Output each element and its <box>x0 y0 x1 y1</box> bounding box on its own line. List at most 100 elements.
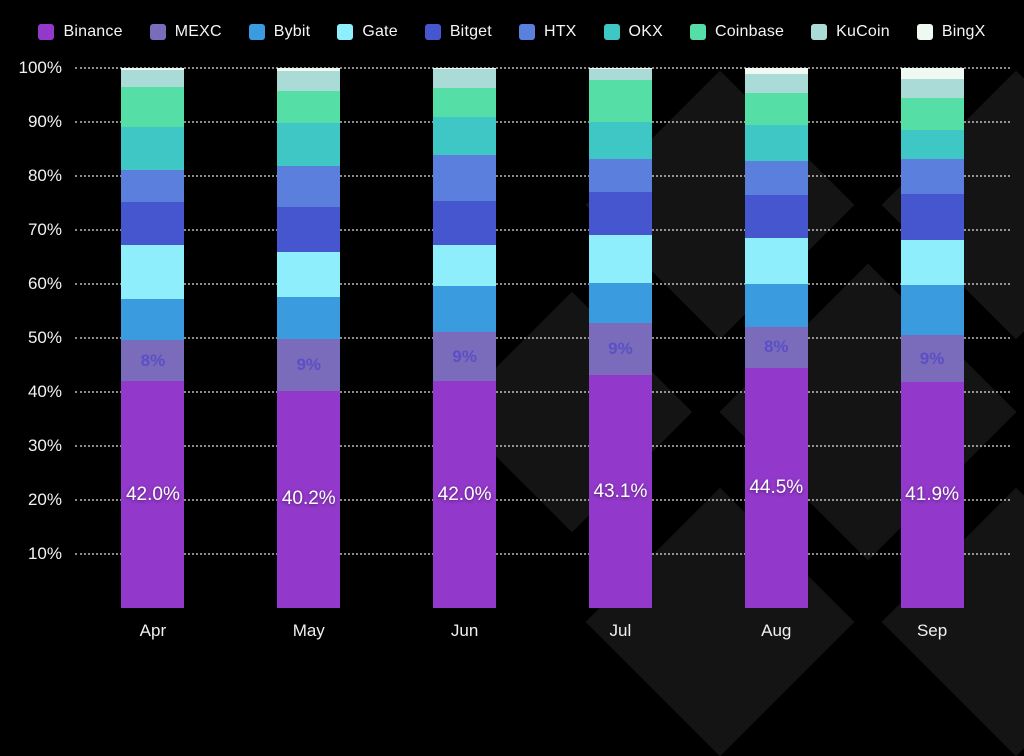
bar-segment-apr-bybit[interactable] <box>121 298 185 341</box>
bar-segment-may-mexc[interactable] <box>277 338 341 391</box>
legend-label: Bybit <box>273 23 311 40</box>
bar-segment-aug-coinbase[interactable] <box>744 92 808 125</box>
legend-swatch-bybit-icon <box>248 24 265 40</box>
bar-segment-aug-kucoin[interactable] <box>744 74 808 93</box>
bar-segment-apr-mexc[interactable] <box>121 340 185 382</box>
legend-item-bybit[interactable]: Bybit <box>248 23 311 41</box>
bar-segment-aug-bingx[interactable] <box>744 68 808 75</box>
bar-segment-may-bitget[interactable] <box>277 207 341 253</box>
legend-item-coinbase[interactable]: Coinbase <box>689 23 784 41</box>
bar-segment-jun-bybit[interactable] <box>433 286 497 333</box>
bar-segment-apr-bitget[interactable] <box>121 201 185 246</box>
bar-segment-jun-htx[interactable] <box>433 154 497 202</box>
legend-item-gate[interactable]: Gate <box>337 23 398 41</box>
gridline-70 <box>75 229 1010 231</box>
legend-label: Bitget <box>449 23 492 40</box>
bar-segment-jun-mexc[interactable] <box>433 332 497 382</box>
bar-segment-jun-gate[interactable] <box>433 244 497 287</box>
legend-item-bitget[interactable]: Bitget <box>424 23 492 41</box>
bar-segment-jun-coinbase[interactable] <box>433 88 497 117</box>
gridline-100 <box>75 67 1010 69</box>
bar-segment-apr-binance[interactable] <box>121 381 185 608</box>
bar-segment-sep-kucoin[interactable] <box>900 79 964 98</box>
x-axis-label-sep: Sep <box>916 621 948 640</box>
bar-segment-aug-mexc[interactable] <box>744 326 808 368</box>
bar-segment-jul-gate[interactable] <box>588 235 652 284</box>
bar-jul <box>588 68 652 608</box>
bar-segment-may-bingx[interactable] <box>277 68 341 71</box>
bar-segment-apr-kucoin[interactable] <box>121 70 185 87</box>
bar-segment-apr-htx[interactable] <box>121 170 185 202</box>
chart-legend: Binance MEXC Bybit Gate Bitget HTX OKX Coinbase… <box>0 16 1024 48</box>
bar-segment-aug-binance[interactable] <box>744 367 808 608</box>
bar-segment-jul-bingx[interactable] <box>588 68 652 70</box>
x-axis-label-apr: Apr <box>139 621 167 640</box>
bar-jun <box>433 68 497 608</box>
bar-segment-jun-bingx[interactable] <box>433 68 497 70</box>
bar-segment-may-kucoin[interactable] <box>277 70 341 91</box>
bar-segment-may-okx[interactable] <box>277 122 341 166</box>
gridline-90 <box>75 121 1010 123</box>
bar-segment-may-binance[interactable] <box>277 390 341 608</box>
bar-segment-apr-okx[interactable] <box>121 126 185 171</box>
bar-segment-jul-okx[interactable] <box>588 122 652 159</box>
legend-label: BingX <box>941 23 986 40</box>
bar-segment-jul-kucoin[interactable] <box>588 69 652 81</box>
legend-label: Binance <box>63 23 123 40</box>
legend-item-bingx[interactable]: BingX <box>916 23 986 41</box>
bar-segment-sep-okx[interactable] <box>900 129 964 159</box>
legend-swatch-bingx-icon <box>916 24 933 40</box>
y-axis-tick-label: 10% <box>27 544 62 563</box>
legend-swatch-htx-icon <box>518 24 535 40</box>
bar-segment-apr-coinbase[interactable] <box>121 86 185 127</box>
bar-segment-sep-coinbase[interactable] <box>900 97 964 130</box>
bar-segment-sep-gate[interactable] <box>900 240 964 286</box>
y-axis-tick-label: 100% <box>18 58 62 77</box>
legend-label: HTX <box>543 23 577 40</box>
bar-segment-jul-bybit[interactable] <box>588 283 652 324</box>
bar-segment-apr-bingx[interactable] <box>121 68 185 71</box>
y-axis-tick-label: 60% <box>27 274 62 293</box>
bar-segment-jul-htx[interactable] <box>588 158 652 193</box>
bar-segment-sep-binance[interactable] <box>900 381 964 608</box>
gridline-80 <box>75 175 1010 177</box>
bar-segment-jun-kucoin[interactable] <box>433 69 497 88</box>
bar-segment-may-htx[interactable] <box>277 165 341 208</box>
bar-segment-jun-bitget[interactable] <box>433 201 497 245</box>
bar-segment-may-coinbase[interactable] <box>277 90 341 123</box>
bar-segment-sep-bitget[interactable] <box>900 193 964 241</box>
bar-segment-jul-bitget[interactable] <box>588 192 652 236</box>
bar-segment-jul-coinbase[interactable] <box>588 80 652 122</box>
bar-segment-aug-bitget[interactable] <box>744 194 808 239</box>
y-axis-tick-label: 40% <box>27 382 62 401</box>
bar-segment-may-gate[interactable] <box>277 252 341 297</box>
legend-swatch-bitget-icon <box>424 24 441 40</box>
bar-segment-aug-okx[interactable] <box>744 124 808 162</box>
x-axis-label-aug: Aug <box>761 621 792 640</box>
bar-segment-sep-mexc[interactable] <box>900 335 964 382</box>
legend-item-htx[interactable]: HTX <box>518 23 577 41</box>
gridline-30 <box>75 445 1010 447</box>
y-axis-tick-label: 90% <box>27 112 62 131</box>
bar-segment-aug-htx[interactable] <box>744 161 808 195</box>
legend-swatch-okx-icon <box>603 24 620 40</box>
gridline-20 <box>75 499 1010 501</box>
legend-item-mexc[interactable]: MEXC <box>149 23 222 41</box>
bar-segment-jun-okx[interactable] <box>433 116 497 155</box>
legend-item-kucoin[interactable]: KuCoin <box>811 23 890 41</box>
bar-segment-sep-htx[interactable] <box>900 158 964 194</box>
bar-segment-sep-bybit[interactable] <box>900 285 964 336</box>
y-axis-tick-label: 30% <box>27 436 62 455</box>
bar-segment-sep-bingx[interactable] <box>900 68 964 80</box>
bar-segment-jul-mexc[interactable] <box>588 323 652 376</box>
bar-segment-aug-bybit[interactable] <box>744 284 808 327</box>
legend-label: OKX <box>628 23 663 40</box>
bar-segment-aug-gate[interactable] <box>744 238 808 284</box>
bar-segment-may-bybit[interactable] <box>277 296 341 339</box>
legend-swatch-mexc-icon <box>149 24 166 40</box>
bar-segment-apr-gate[interactable] <box>121 245 185 299</box>
legend-item-okx[interactable]: OKX <box>603 23 663 41</box>
legend-item-binance[interactable]: Binance <box>38 23 123 41</box>
bar-segment-jun-binance[interactable] <box>433 381 497 608</box>
bar-segment-jul-binance[interactable] <box>588 375 652 608</box>
